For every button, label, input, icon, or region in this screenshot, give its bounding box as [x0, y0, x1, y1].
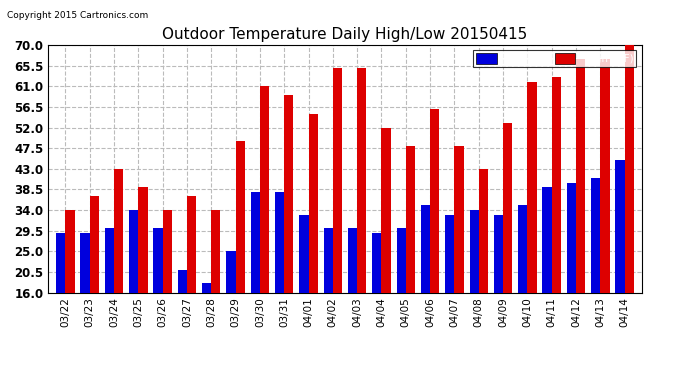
Bar: [81, 233, 90, 292]
Bar: [90, 196, 99, 292]
Bar: [518, 206, 527, 292]
Bar: [527, 82, 537, 292]
Bar: [615, 160, 624, 292]
Bar: [591, 178, 600, 292]
Bar: [66, 210, 75, 292]
Bar: [600, 59, 609, 292]
Bar: [299, 214, 308, 292]
Text: Copyright 2015 Cartronics.com: Copyright 2015 Cartronics.com: [7, 11, 148, 20]
Bar: [308, 114, 318, 292]
Bar: [187, 196, 196, 292]
Bar: [566, 183, 576, 292]
Bar: [542, 187, 552, 292]
Bar: [275, 192, 284, 292]
Bar: [202, 284, 211, 292]
Bar: [129, 210, 138, 292]
Bar: [372, 233, 382, 292]
Bar: [469, 210, 479, 292]
Bar: [260, 86, 269, 292]
Bar: [397, 228, 406, 292]
Bar: [324, 228, 333, 292]
Bar: [494, 214, 503, 292]
Bar: [406, 146, 415, 292]
Bar: [56, 233, 66, 292]
Bar: [552, 77, 561, 292]
Bar: [211, 210, 221, 292]
Bar: [105, 228, 114, 292]
Legend: Low  (°F), High  (°F): Low (°F), High (°F): [473, 50, 636, 68]
Bar: [445, 214, 455, 292]
Bar: [357, 68, 366, 292]
Bar: [421, 206, 430, 292]
Bar: [153, 228, 163, 292]
Bar: [250, 192, 260, 292]
Bar: [503, 123, 512, 292]
Bar: [163, 210, 172, 292]
Bar: [235, 141, 245, 292]
Bar: [624, 45, 634, 292]
Bar: [576, 59, 585, 292]
Bar: [348, 228, 357, 292]
Bar: [226, 251, 235, 292]
Bar: [114, 169, 124, 292]
Title: Outdoor Temperature Daily High/Low 20150415: Outdoor Temperature Daily High/Low 20150…: [162, 27, 528, 42]
Bar: [178, 270, 187, 292]
Bar: [479, 169, 488, 292]
Bar: [455, 146, 464, 292]
Bar: [333, 68, 342, 292]
Bar: [138, 187, 148, 292]
Bar: [382, 128, 391, 292]
Bar: [284, 95, 293, 292]
Bar: [430, 109, 440, 292]
